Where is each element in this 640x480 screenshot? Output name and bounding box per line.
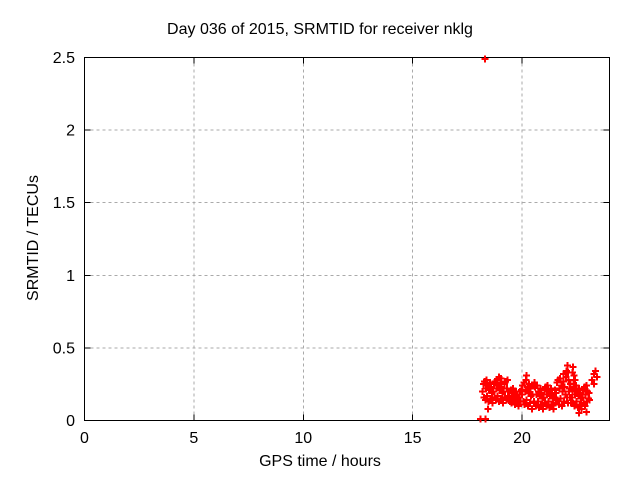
point-marker — [547, 385, 555, 393]
point-marker — [558, 402, 566, 410]
x-tick-label: 0 — [80, 430, 89, 447]
point-marker — [575, 385, 583, 393]
x-tick-label: 10 — [294, 430, 312, 447]
point-marker — [548, 401, 556, 409]
point-marker — [586, 396, 594, 404]
point-marker — [563, 361, 571, 369]
point-marker — [522, 371, 530, 379]
point-marker — [591, 367, 599, 375]
x-tick-label: 20 — [513, 430, 531, 447]
point-marker — [581, 402, 589, 410]
y-tick-label: 0.5 — [53, 340, 75, 357]
chart-title: Day 036 of 2015, SRMTID for receiver nkl… — [167, 21, 473, 38]
point-marker — [497, 395, 505, 403]
point-marker — [552, 389, 560, 397]
point-marker — [560, 398, 568, 406]
y-tick-labels: 0 0.5 1 1.5 2 2.5 — [53, 50, 75, 430]
point-marker — [550, 405, 557, 413]
axis-ticks — [84, 57, 610, 421]
point-marker — [560, 370, 568, 378]
x-tick-labels: 0 5 10 15 20 — [80, 430, 531, 447]
point-marker — [583, 408, 591, 416]
point-marker — [537, 401, 545, 409]
data-points — [476, 55, 601, 423]
point-marker — [593, 373, 601, 381]
plot-border — [84, 57, 610, 421]
x-tick-label: 15 — [404, 430, 422, 447]
point-marker — [561, 383, 569, 391]
x-axis-label: GPS time / hours — [259, 453, 381, 470]
point-marker — [481, 55, 489, 63]
point-marker — [582, 382, 590, 390]
point-marker — [481, 415, 489, 423]
plot-border-rect — [84, 57, 610, 421]
y-tick-label: 2.5 — [53, 50, 75, 67]
point-marker — [590, 380, 598, 388]
grid-lines — [84, 57, 610, 421]
point-marker — [528, 405, 536, 413]
point-marker — [588, 376, 596, 384]
point-marker — [487, 395, 494, 403]
point-marker — [576, 401, 584, 409]
y-tick-label: 2 — [66, 123, 75, 140]
point-marker — [484, 405, 492, 413]
point-marker — [525, 380, 533, 388]
point-marker — [536, 385, 544, 393]
y-tick-label: 0 — [66, 413, 75, 430]
point-marker — [575, 409, 583, 417]
point-marker — [486, 379, 494, 387]
y-tick-label: 1 — [66, 268, 75, 285]
point-marker — [515, 402, 523, 410]
x-tick-label: 5 — [189, 430, 198, 447]
point-marker — [526, 399, 534, 407]
point-marker — [565, 376, 573, 384]
point-marker — [497, 374, 505, 382]
y-tick-label: 1.5 — [53, 195, 75, 212]
point-marker — [565, 387, 573, 395]
point-marker — [585, 389, 593, 397]
point-marker — [504, 376, 512, 384]
point-marker — [569, 363, 577, 371]
point-marker — [559, 377, 567, 385]
